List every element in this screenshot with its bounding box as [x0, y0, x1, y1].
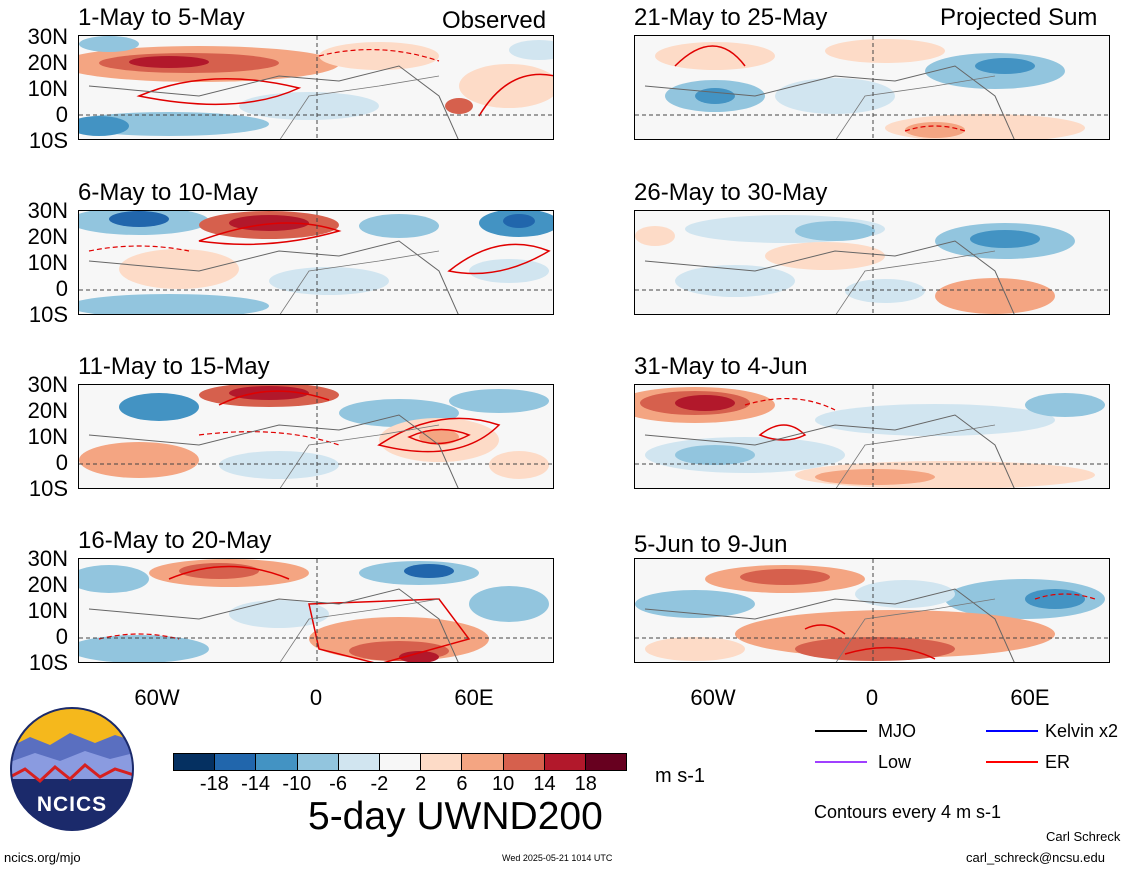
lat-label: 10N	[27, 598, 68, 623]
lat-label: 30N	[27, 198, 68, 223]
contour-note: Contours every 4 m s-1	[814, 802, 1002, 822]
colorbar-cell	[174, 754, 215, 770]
map-panel	[78, 558, 554, 663]
map-panel	[634, 384, 1110, 489]
colorbar-tick-label: 6	[456, 773, 468, 795]
colorbar-tick-label: 18	[574, 773, 597, 795]
panel-title: 11-May to 15-May	[78, 353, 270, 380]
lat-label: 10N	[27, 76, 68, 101]
lat-label: 0	[55, 450, 68, 475]
colorbar-cell	[461, 754, 503, 770]
lat-label: 20N	[27, 572, 68, 597]
lat-label: 0	[55, 624, 68, 649]
map-panel	[634, 210, 1110, 315]
panel-title: 26-May to 30-May	[634, 179, 828, 206]
colorbar-cell	[296, 754, 338, 770]
colorbar-tick-label: -10	[282, 773, 312, 795]
colorbar-cell	[378, 754, 421, 770]
map-panel	[634, 558, 1110, 663]
colorbar-tick-label: -2	[370, 773, 389, 795]
panel-title: 16-May to 20-May	[78, 527, 272, 554]
colorbar-tick-label: -14	[241, 773, 270, 795]
colorbar-cell	[543, 754, 585, 770]
lat-label: 20N	[27, 50, 68, 75]
kelvin-line-icon	[986, 730, 1038, 732]
map-panel	[78, 35, 554, 140]
map-panel	[78, 210, 554, 315]
colorbar-cell	[584, 754, 627, 770]
colorbar-cell	[337, 754, 379, 770]
footer-url: ncics.org/mjo	[4, 850, 81, 865]
colorbar-tick-label: 10	[492, 773, 515, 795]
er-line-icon	[986, 761, 1038, 763]
panel-title: 6-May to 10-May	[78, 179, 259, 206]
lat-label: 10N	[27, 250, 68, 275]
logo-text: NCICS	[36, 793, 108, 816]
lat-label: 0	[55, 102, 68, 127]
footer-author: Carl Schreck	[1046, 829, 1121, 844]
colorbar	[173, 753, 627, 771]
panel-title: 5-Jun to 9-Jun	[634, 531, 788, 558]
colorbar-tick-label: -18	[199, 773, 229, 795]
lat-label: 10S	[28, 650, 68, 675]
lat-label: 10S	[28, 302, 68, 327]
lat-label: 10S	[28, 476, 68, 501]
colorbar-tick-label: 2	[415, 773, 427, 795]
map-panel	[634, 35, 1110, 140]
ncics-logo: NCICS	[10, 707, 134, 831]
lon-label: 60E	[1010, 685, 1050, 710]
lon-label: 60W	[134, 685, 180, 710]
legend-label-kelvin: Kelvin x2	[1045, 721, 1119, 741]
lat-label: 30N	[27, 24, 68, 49]
lon-label: 60W	[690, 685, 736, 710]
lat-label: 20N	[27, 224, 68, 249]
map-panel	[78, 384, 554, 489]
main-title: 5-day UWND200	[308, 795, 603, 838]
lat-label: 30N	[27, 372, 68, 397]
legend-label-er: ER	[1045, 752, 1071, 772]
lat-label: 20N	[27, 398, 68, 423]
colorbar-cell	[420, 754, 462, 770]
footer-timestamp: Wed 2025-05-21 1014 UTC	[502, 853, 613, 863]
legend-label-mjo: MJO	[878, 721, 916, 741]
lon-label: 0	[865, 685, 879, 710]
lat-label: 10N	[27, 424, 68, 449]
lon-label: 0	[309, 685, 323, 710]
panel-title: 31-May to 4-Jun	[634, 353, 808, 380]
panel-title: 1-May to 5-May	[78, 4, 245, 31]
colorbar-cell	[255, 754, 297, 770]
lat-label: 0	[55, 276, 68, 301]
panel-label: Projected Sum	[940, 4, 1098, 31]
panel-label: Observed	[442, 7, 547, 34]
mjo-line-icon	[815, 730, 867, 732]
colorbar-cell	[502, 754, 544, 770]
lat-label: 10S	[28, 128, 68, 153]
colorbar-tick-label: 14	[533, 773, 556, 795]
colorbar-unit: m s-1	[655, 765, 705, 787]
colorbar-cell	[214, 754, 256, 770]
legend-label-low: Low	[878, 752, 912, 772]
footer-email: carl_schreck@ncsu.edu	[966, 850, 1105, 865]
lat-label: 30N	[27, 546, 68, 571]
colorbar-tick-label: -6	[329, 773, 347, 795]
low-line-icon	[815, 761, 867, 763]
lon-label: 60E	[454, 685, 494, 710]
panel-title: 21-May to 25-May	[634, 4, 828, 31]
